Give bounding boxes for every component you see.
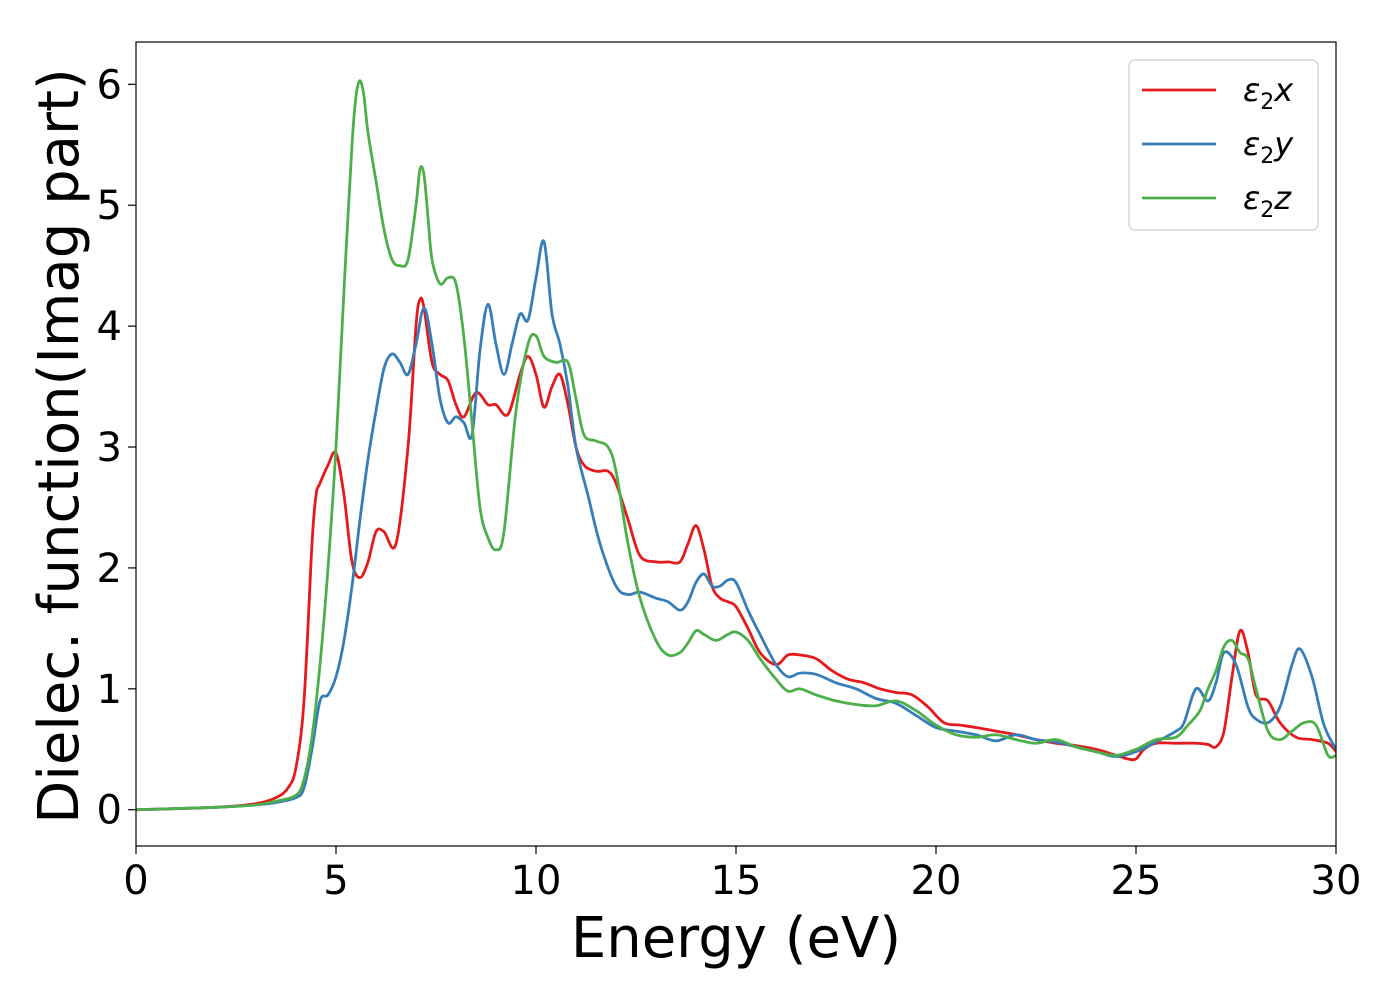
y-axis-label: Dielec. function(Imag part) bbox=[27, 68, 92, 824]
legend: ε2x ε2y ε2z bbox=[1128, 59, 1319, 231]
y-tick-label: 3 bbox=[97, 425, 122, 471]
series-line-y bbox=[136, 239, 1336, 812]
legend-label-x: ε2x bbox=[1243, 71, 1294, 115]
y-tick-label: 6 bbox=[97, 62, 122, 108]
series-layer bbox=[136, 79, 1336, 812]
x-tick-label: 25 bbox=[1111, 858, 1162, 904]
y-tick-label: 5 bbox=[97, 183, 122, 229]
tick-layer: 0 5 10 15 20 25 30 0 1 2 3 4 5 6 bbox=[97, 62, 1362, 904]
series-line-z bbox=[136, 79, 1336, 812]
y-tick-label: 1 bbox=[97, 667, 122, 713]
legend-label-y: ε2y bbox=[1243, 125, 1294, 169]
x-tick-label: 0 bbox=[123, 858, 148, 904]
legend-label-z: ε2z bbox=[1243, 179, 1292, 223]
series-line-x bbox=[136, 296, 1336, 812]
x-tick-label: 15 bbox=[711, 858, 762, 904]
y-tick-label: 4 bbox=[97, 304, 122, 350]
legend-box bbox=[1128, 59, 1319, 231]
x-axis-label: Energy (eV) bbox=[571, 906, 901, 971]
y-tick-label: 2 bbox=[97, 546, 122, 592]
x-tick-label: 5 bbox=[323, 858, 348, 904]
x-tick-label: 20 bbox=[911, 858, 962, 904]
legend-items: ε2x ε2y ε2z bbox=[1142, 71, 1294, 223]
x-tick-label: 30 bbox=[1311, 858, 1362, 904]
x-tick-label: 10 bbox=[511, 858, 562, 904]
y-tick-label: 0 bbox=[97, 788, 122, 834]
